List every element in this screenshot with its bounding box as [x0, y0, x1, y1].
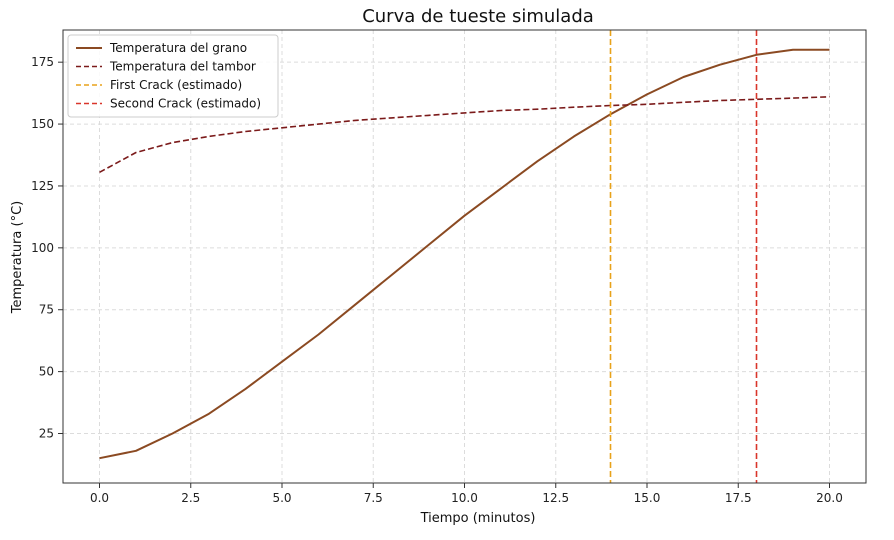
- y-tick-label: 125: [31, 179, 54, 193]
- y-tick-label: 175: [31, 55, 54, 69]
- legend-label: Temperatura del tambor: [109, 60, 256, 74]
- x-axis-label: Tiempo (minutos): [420, 511, 536, 526]
- legend-label: First Crack (estimado): [110, 78, 242, 92]
- legend-label: Temperatura del grano: [109, 41, 247, 55]
- y-tick-label: 25: [39, 426, 54, 440]
- y-tick-label: 50: [39, 365, 54, 379]
- x-tick-label: 5.0: [272, 491, 291, 505]
- x-tick-label: 7.5: [364, 491, 383, 505]
- legend-box: [67, 34, 279, 118]
- grid: [63, 30, 866, 483]
- y-axis-label: Temperatura (°C): [10, 201, 25, 314]
- legend-label: Second Crack (estimado): [110, 97, 261, 111]
- y-tick-label: 75: [39, 303, 54, 317]
- y-tick-label: 100: [31, 241, 54, 255]
- x-tick-label: 15.0: [634, 491, 661, 505]
- x-tick-label: 20.0: [816, 491, 843, 505]
- x-tick-label: 12.5: [542, 491, 569, 505]
- series-line-0: [99, 48, 830, 460]
- chart-title: Curva de tueste simulada: [362, 6, 594, 27]
- x-axis: 0.0 2.5 5.0 7.5 10.0 12.5 15.0 17.5 20.0: [90, 483, 843, 505]
- x-tick-label: 17.5: [725, 491, 752, 505]
- x-tick-label: 10.0: [451, 491, 478, 505]
- series-line-1: [99, 96, 830, 174]
- x-tick-label: 2.5: [181, 491, 200, 505]
- series-layer: [99, 30, 830, 483]
- y-axis: 25 50 75 100 125 150 175: [31, 55, 63, 440]
- legend: Temperatura del grano Temperatura del tam…: [67, 34, 279, 118]
- y-tick-label: 150: [31, 117, 54, 131]
- x-tick-label: 0.0: [90, 491, 109, 505]
